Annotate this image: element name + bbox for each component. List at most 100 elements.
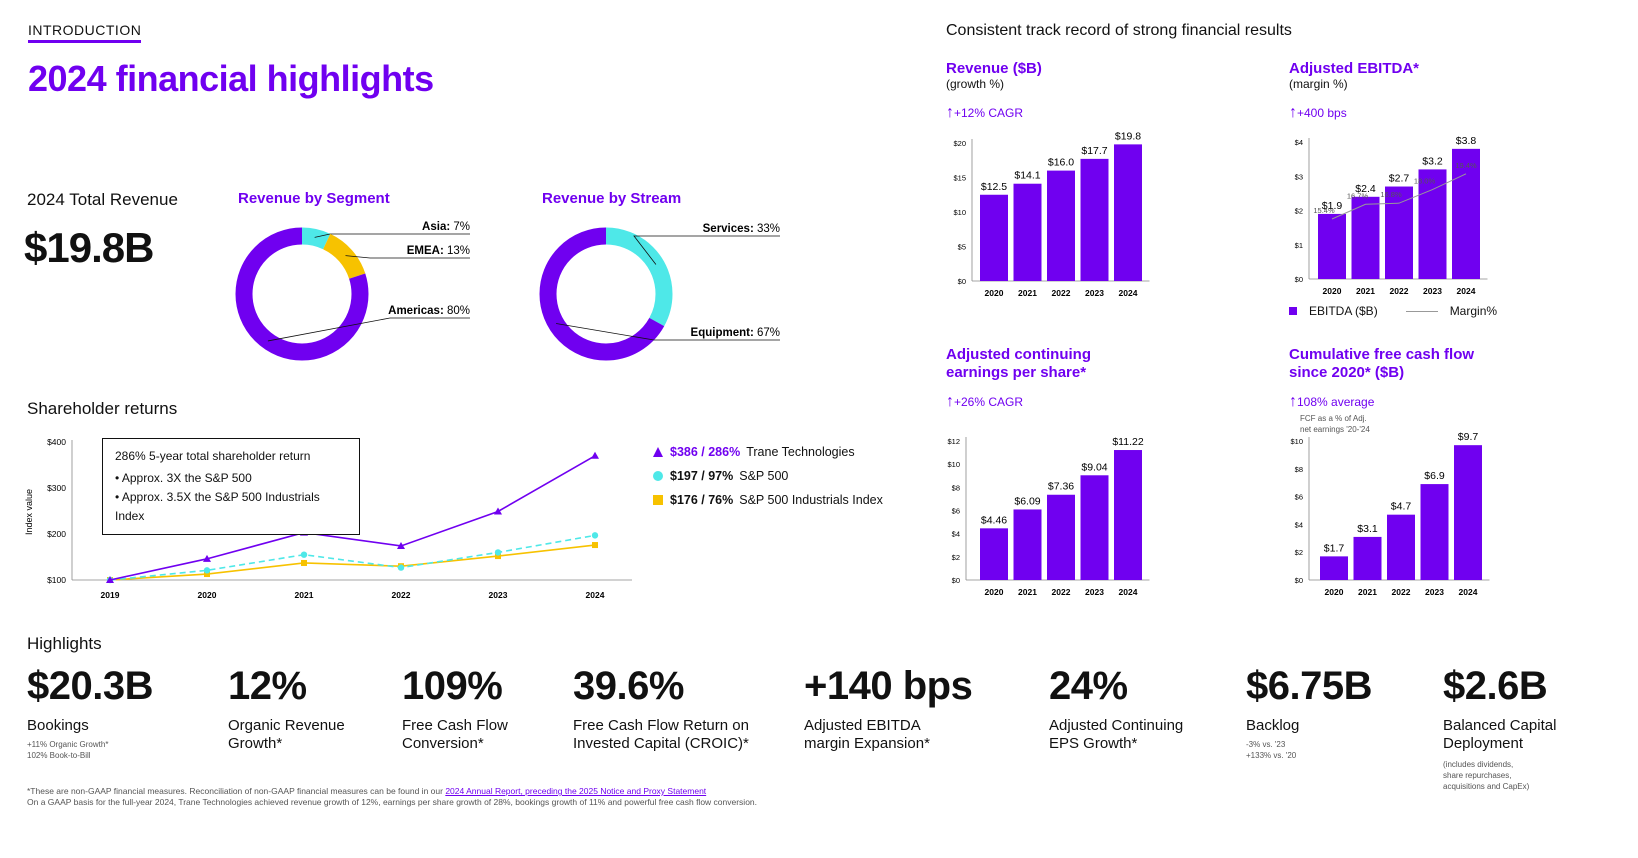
x-tick-label: 2024 xyxy=(1457,286,1476,296)
tsr-callout-item: • Approx. 3.5X the S&P 500 Industrials I… xyxy=(115,490,320,523)
y-tick-label: $4 xyxy=(952,530,960,539)
legend-item-industrials: $176 / 76% S&P 500 Industrials Index xyxy=(652,488,883,512)
x-tick-label: 2021 xyxy=(1356,286,1375,296)
series-line xyxy=(109,544,596,581)
triangle-icon xyxy=(653,447,663,457)
y-tick-label: $0 xyxy=(958,277,966,286)
data-point xyxy=(591,532,599,539)
y-tick-label: $3 xyxy=(1295,172,1303,181)
y-tick-label: $10 xyxy=(953,208,966,217)
bar xyxy=(1353,536,1382,580)
annual-report-link[interactable]: 2024 Annual Report, preceding the 2025 N… xyxy=(445,786,707,796)
y-tick-label: $400 xyxy=(47,437,66,447)
y-tick-label: $1 xyxy=(1295,241,1303,250)
eps-cagr-badge: ↑+26% CAGR xyxy=(946,393,1024,410)
tsr-callout-item: • Approx. 3X the S&P 500 xyxy=(115,471,252,485)
leader-line xyxy=(633,235,780,265)
bar-value-label: $1.7 xyxy=(1324,542,1345,554)
bar-value-label: $9.04 xyxy=(1081,461,1107,473)
y-tick-label: $4 xyxy=(1295,520,1303,529)
highlight-label: Free Cash Flow Conversion* xyxy=(402,717,508,752)
x-tick-label: 2022 xyxy=(1392,587,1411,597)
x-tick-label: 2019 xyxy=(101,590,120,600)
bar xyxy=(1420,484,1449,580)
highlight-label: Balanced Capital Deployment xyxy=(1443,717,1557,752)
y-tick-label: $6 xyxy=(1295,493,1303,502)
highlight-label: Free Cash Flow Return on Invested Capital… xyxy=(573,717,749,752)
ebitda-chart-title: Adjusted EBITDA* xyxy=(1289,60,1420,77)
bar xyxy=(1080,158,1109,281)
margin-label: 19.4% xyxy=(1455,161,1477,170)
bar xyxy=(980,194,1008,281)
donut-slice-americas xyxy=(235,227,369,361)
bar xyxy=(1013,183,1042,281)
footnote-line-2: On a GAAP basis for the full-year 2024, … xyxy=(27,797,758,807)
tsr-callout-box: 286% 5-year total shareholder return • A… xyxy=(102,438,360,535)
shareholder-returns-title: Shareholder returns xyxy=(27,399,178,418)
legend-ebitda-label: EBITDA ($B) xyxy=(1309,304,1378,318)
data-point xyxy=(301,559,307,566)
bar xyxy=(1387,514,1415,580)
ebitda-chart-subtitle: (margin %) xyxy=(1289,77,1348,91)
y-tick-label: $0 xyxy=(1295,275,1303,284)
y-tick-label: $6 xyxy=(952,507,960,516)
y-tick-label: $4 xyxy=(1295,138,1303,147)
arrow-up-icon: ↑ xyxy=(1289,393,1297,410)
fcf-bar-chart: $0 $2 $4 $6 $8 $10 $1.7 2020 $3.1 2021 $4.7 2022 $6.… xyxy=(1290,431,1490,597)
x-tick-label: 2020 xyxy=(1323,286,1342,296)
highlight-item: 12% Organic Revenue Growth* xyxy=(228,664,345,753)
highlight-item: +140 bps Adjusted EBITDA margin Expansion* xyxy=(804,664,973,753)
donut-label: Services: 33% xyxy=(703,223,780,235)
revenue-chart-subtitle: (growth %) xyxy=(946,77,1005,91)
bar-value-label: $7.36 xyxy=(1048,481,1074,493)
bar xyxy=(1320,556,1348,580)
bar xyxy=(1351,196,1380,279)
highlight-value: $2.6B xyxy=(1443,664,1548,708)
bar-value-label: $9.7 xyxy=(1458,431,1479,443)
bar xyxy=(1385,186,1413,279)
highlight-note: +11% Organic Growth* 102% Book-to-Bill xyxy=(27,740,109,760)
data-point xyxy=(203,554,211,562)
legend-margin-label: Margin% xyxy=(1449,304,1498,318)
stream-donut-chart: Services: 33% Equipment: 67% xyxy=(539,223,780,361)
x-tick-label: 2024 xyxy=(586,590,605,600)
donut-slice-equipment xyxy=(539,227,673,361)
x-tick-label: 2021 xyxy=(1018,587,1037,597)
y-axis-label: Index value xyxy=(24,489,34,535)
bar xyxy=(1454,445,1482,580)
x-tick-label: 2021 xyxy=(1018,288,1037,298)
bar-value-label: $3.2 xyxy=(1422,155,1443,167)
data-point xyxy=(106,576,114,583)
bar-value-label: $17.7 xyxy=(1081,145,1107,157)
page-title: 2024 financial highlights xyxy=(28,58,434,99)
bar xyxy=(1418,169,1447,279)
margin-label: 15.4% xyxy=(1313,206,1335,215)
highlight-item: 24% Adjusted Continuing EPS Growth* xyxy=(1049,664,1183,753)
total-revenue-value: $19.8B xyxy=(24,224,154,271)
bar-value-label: $16.0 xyxy=(1048,157,1074,169)
y-tick-label: $10 xyxy=(1290,437,1303,446)
highlight-note: -3% vs. '23 +133% vs. '20 xyxy=(1246,740,1297,760)
highlights-title: Highlights xyxy=(27,634,102,653)
donut-label: EMEA: 13% xyxy=(407,245,470,257)
x-tick-label: 2022 xyxy=(392,590,411,600)
fcf-chart-title: Cumulative free cash flow since 2020* ($… xyxy=(1289,346,1475,381)
x-tick-label: 2022 xyxy=(1052,587,1071,597)
fcf-badge-note: FCF as a % of Adj. net earnings '20-'24 xyxy=(1300,414,1370,434)
highlight-item: $20.3B Bookings +11% Organic Growth* 102% B… xyxy=(27,664,153,761)
x-tick-label: 2020 xyxy=(985,587,1004,597)
highlight-label: Organic Revenue Growth* xyxy=(228,717,345,752)
revenue-chart-title: Revenue ($B) xyxy=(946,60,1042,77)
y-tick-label: $0 xyxy=(1295,576,1303,585)
data-point xyxy=(494,549,502,556)
line-chart-legend: $386 / 286% Trane Technologies $197 / 97%… xyxy=(652,440,883,512)
bar-value-label: $6.9 xyxy=(1424,470,1445,482)
data-point xyxy=(397,541,405,549)
x-tick-label: 2023 xyxy=(1085,288,1104,298)
bar xyxy=(1047,494,1075,580)
highlight-item: $6.75B Backlog -3% vs. '23 +133% vs. '20 xyxy=(1246,664,1372,761)
ebitda-legend: EBITDA ($B) Margin% xyxy=(1289,304,1497,318)
data-point xyxy=(495,553,501,560)
bar-value-label: $11.22 xyxy=(1112,436,1143,448)
segment-chart-title: Revenue by Segment xyxy=(238,190,390,207)
